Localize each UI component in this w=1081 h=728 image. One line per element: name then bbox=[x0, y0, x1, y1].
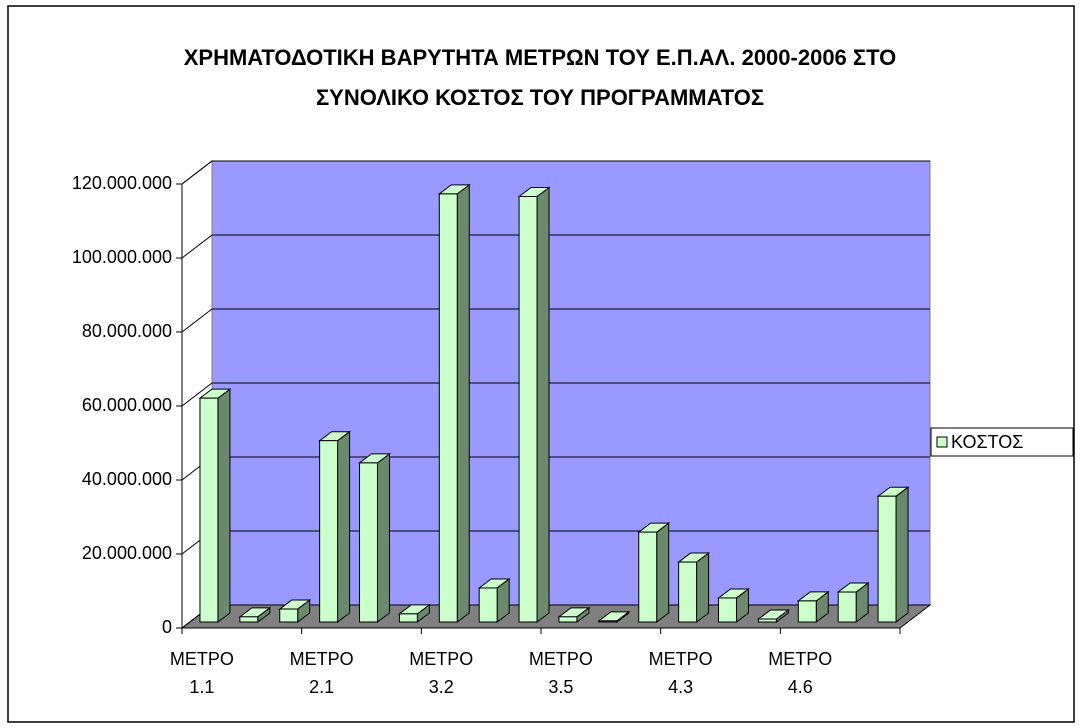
bar bbox=[478, 587, 498, 623]
bar bbox=[837, 591, 857, 623]
x-tick-label: ΜΕΤΡΟ 3.2 bbox=[409, 649, 473, 697]
grid-line bbox=[181, 234, 930, 259]
y-tick-label: 100.000.000 bbox=[72, 247, 172, 267]
bar bbox=[359, 462, 378, 623]
grid-line bbox=[181, 160, 930, 185]
chart-title: ΧΡΗΜΑΤΟΔΟΤΙΚΗ ΒΑΡΥΤΗΤΑ ΜΕΤΡΩΝ ΤΟΥ Ε.Π.ΑΛ… bbox=[183, 45, 897, 110]
bar-side bbox=[895, 486, 909, 623]
bar bbox=[199, 397, 219, 623]
x-tick-label: ΜΕΤΡΟ 3.5 bbox=[529, 649, 593, 697]
bar-side bbox=[337, 430, 351, 623]
x-tick-label: ΜΕΤΡΟ 1.1 bbox=[170, 649, 234, 697]
bar-side bbox=[536, 186, 550, 623]
bar bbox=[877, 495, 897, 623]
y-tick-label: 80.000.000 bbox=[82, 321, 172, 341]
x-tick-label: ΜΕΤΡΟ 4.3 bbox=[649, 649, 713, 697]
legend-swatch bbox=[936, 436, 948, 448]
bar bbox=[518, 196, 538, 623]
x-tick-label: ΜΕΤΡΟ 4.6 bbox=[768, 649, 832, 697]
bar bbox=[718, 597, 737, 623]
y-tick-label: 0 bbox=[162, 617, 172, 637]
bar-side bbox=[456, 183, 470, 623]
bar-side bbox=[217, 388, 231, 623]
bar bbox=[558, 616, 578, 623]
y-tick-label: 60.000.000 bbox=[82, 395, 172, 415]
bar bbox=[438, 193, 458, 623]
bar-side bbox=[696, 552, 710, 623]
legend-box bbox=[930, 427, 1074, 457]
bar bbox=[279, 608, 299, 623]
legend-label: ΚΟΣΤΟΣ bbox=[951, 432, 1023, 452]
bar bbox=[638, 531, 658, 623]
y-tick-label: 20.000.000 bbox=[82, 543, 172, 563]
bar bbox=[239, 616, 259, 623]
bar bbox=[598, 620, 618, 623]
x-tick-label: ΜΕΤΡΟ 2.1 bbox=[290, 649, 354, 697]
bar bbox=[319, 440, 339, 623]
bar-side bbox=[656, 522, 670, 623]
grid-line bbox=[181, 308, 930, 333]
grid-line bbox=[181, 382, 930, 407]
bar bbox=[757, 618, 777, 623]
bar-side bbox=[376, 452, 390, 623]
y-tick-label: 40.000.000 bbox=[82, 469, 172, 489]
bar bbox=[797, 600, 817, 623]
y-tick-label: 120.000.000 bbox=[72, 173, 172, 193]
bar bbox=[398, 613, 418, 623]
bar bbox=[678, 561, 698, 623]
